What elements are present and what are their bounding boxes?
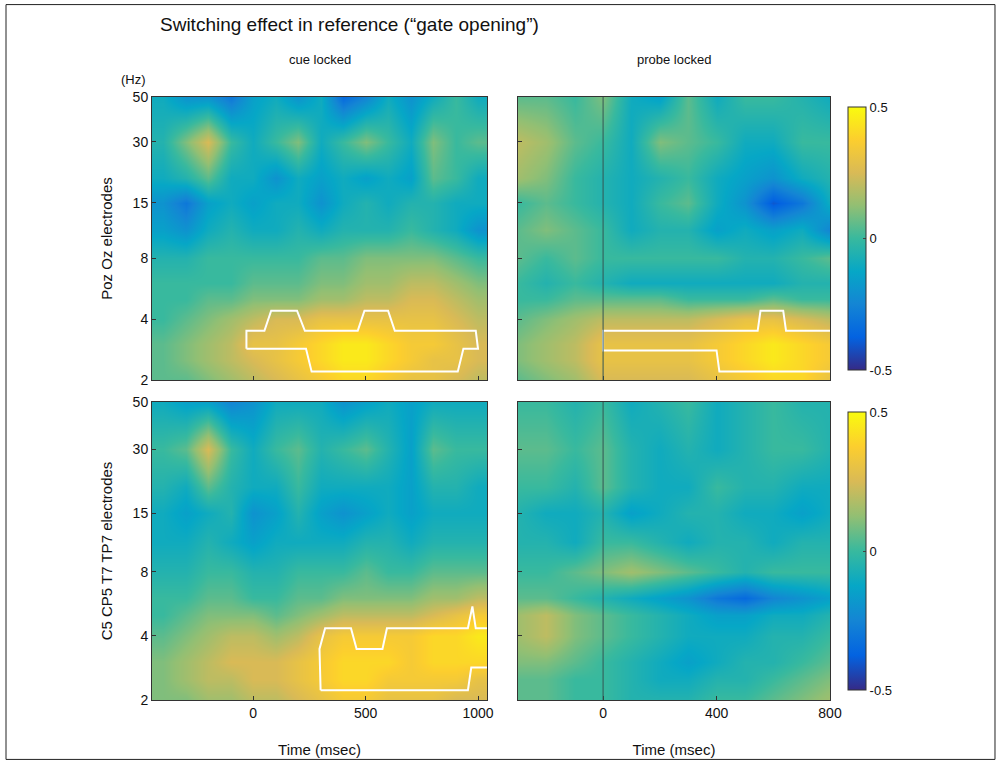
svg-text:15: 15 [133, 505, 149, 521]
svg-text:0: 0 [870, 544, 877, 559]
svg-text:50: 50 [133, 89, 149, 105]
svg-text:50: 50 [133, 394, 149, 410]
svg-text:cue locked: cue locked [289, 52, 351, 67]
svg-text:15: 15 [133, 195, 149, 211]
svg-text:30: 30 [133, 441, 149, 457]
svg-text:800: 800 [818, 705, 842, 721]
svg-text:1000: 1000 [462, 705, 493, 721]
svg-text:(Hz): (Hz) [121, 72, 146, 87]
svg-text:2: 2 [140, 372, 148, 388]
svg-text:2: 2 [140, 692, 148, 708]
svg-text:0: 0 [870, 231, 877, 246]
svg-text:Time (msec): Time (msec) [278, 741, 361, 758]
svg-text:C5 CP5 T7 TP7 electrodes: C5 CP5 T7 TP7 electrodes [98, 462, 115, 641]
svg-text:0: 0 [599, 705, 607, 721]
svg-text:Poz Oz electrodes: Poz Oz electrodes [98, 177, 115, 300]
svg-text:400: 400 [705, 705, 729, 721]
svg-text:Time (msec): Time (msec) [633, 741, 716, 758]
svg-text:8: 8 [140, 564, 148, 580]
svg-text:4: 4 [140, 628, 148, 644]
svg-text:8: 8 [140, 250, 148, 266]
svg-text:Switching effect in reference: Switching effect in reference (“gate ope… [160, 14, 539, 35]
svg-text:-0.5: -0.5 [870, 363, 892, 378]
svg-text:probe locked: probe locked [637, 52, 711, 67]
svg-text:0: 0 [249, 705, 257, 721]
svg-text:30: 30 [133, 134, 149, 150]
svg-text:-0.5: -0.5 [870, 683, 892, 698]
svg-text:500: 500 [354, 705, 378, 721]
svg-text:0.5: 0.5 [870, 405, 888, 420]
svg-text:0.5: 0.5 [870, 100, 888, 115]
svg-text:4: 4 [140, 311, 148, 327]
